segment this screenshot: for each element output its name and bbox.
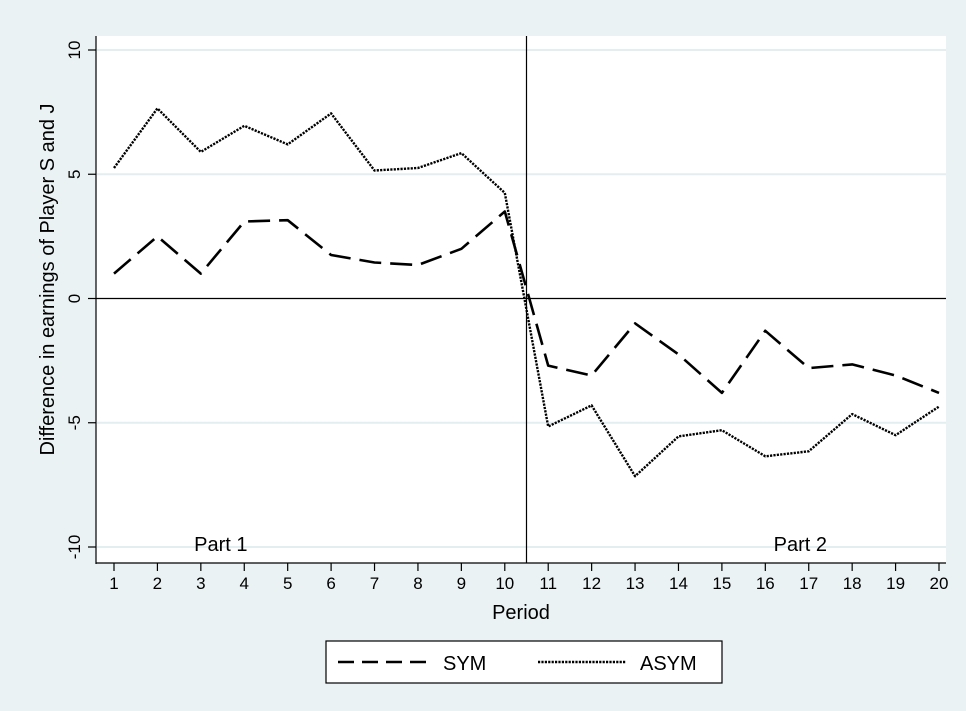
gridlines	[97, 49, 946, 548]
annotations: Part 1 Part 2	[194, 534, 827, 556]
y-tick-label: -10	[65, 535, 84, 560]
y-tick-label: 0	[65, 294, 84, 303]
x-tick-label: 6	[326, 574, 335, 593]
series-lines	[113, 107, 940, 478]
x-tick-label: 14	[669, 574, 688, 593]
legend-label-asym: ASYM	[640, 653, 697, 675]
x-tick-label: 4	[240, 574, 249, 593]
series-line-sym	[113, 210, 940, 395]
y-tick-label: 10	[65, 41, 84, 60]
x-tick-label: 17	[799, 574, 818, 593]
y-axis-title: Difference in earnings of Player S and J	[37, 103, 59, 455]
x-tick-label: 5	[283, 574, 292, 593]
x-tick-label: 18	[843, 574, 862, 593]
y-tick-label: -5	[65, 415, 84, 430]
x-tick-label: 3	[196, 574, 205, 593]
x-tick-label: 1	[109, 574, 118, 593]
x-tick-label: 10	[495, 574, 514, 593]
x-tick-label: 15	[712, 574, 731, 593]
plot-area	[96, 36, 946, 563]
x-tick-label: 9	[457, 574, 466, 593]
x-tick-label: 8	[413, 574, 422, 593]
part-label-2: Part 2	[774, 534, 827, 556]
legend: SYM ASYM	[325, 640, 723, 684]
legend-label-sym: SYM	[443, 653, 486, 675]
x-tick-label: 12	[582, 574, 601, 593]
x-axis-title: Period	[492, 602, 550, 624]
x-tick-label: 2	[153, 574, 162, 593]
x-tick-label: 16	[756, 574, 775, 593]
series-line-asym	[113, 107, 940, 478]
x-tick-label: 7	[370, 574, 379, 593]
x-tick-label: 13	[626, 574, 645, 593]
y-tick-label: 5	[65, 170, 84, 179]
part-label-1: Part 1	[194, 534, 247, 556]
x-tick-label: 20	[930, 574, 949, 593]
x-tick-label: 11	[539, 574, 557, 593]
x-tick-label: 19	[886, 574, 905, 593]
reference-lines	[96, 36, 946, 563]
